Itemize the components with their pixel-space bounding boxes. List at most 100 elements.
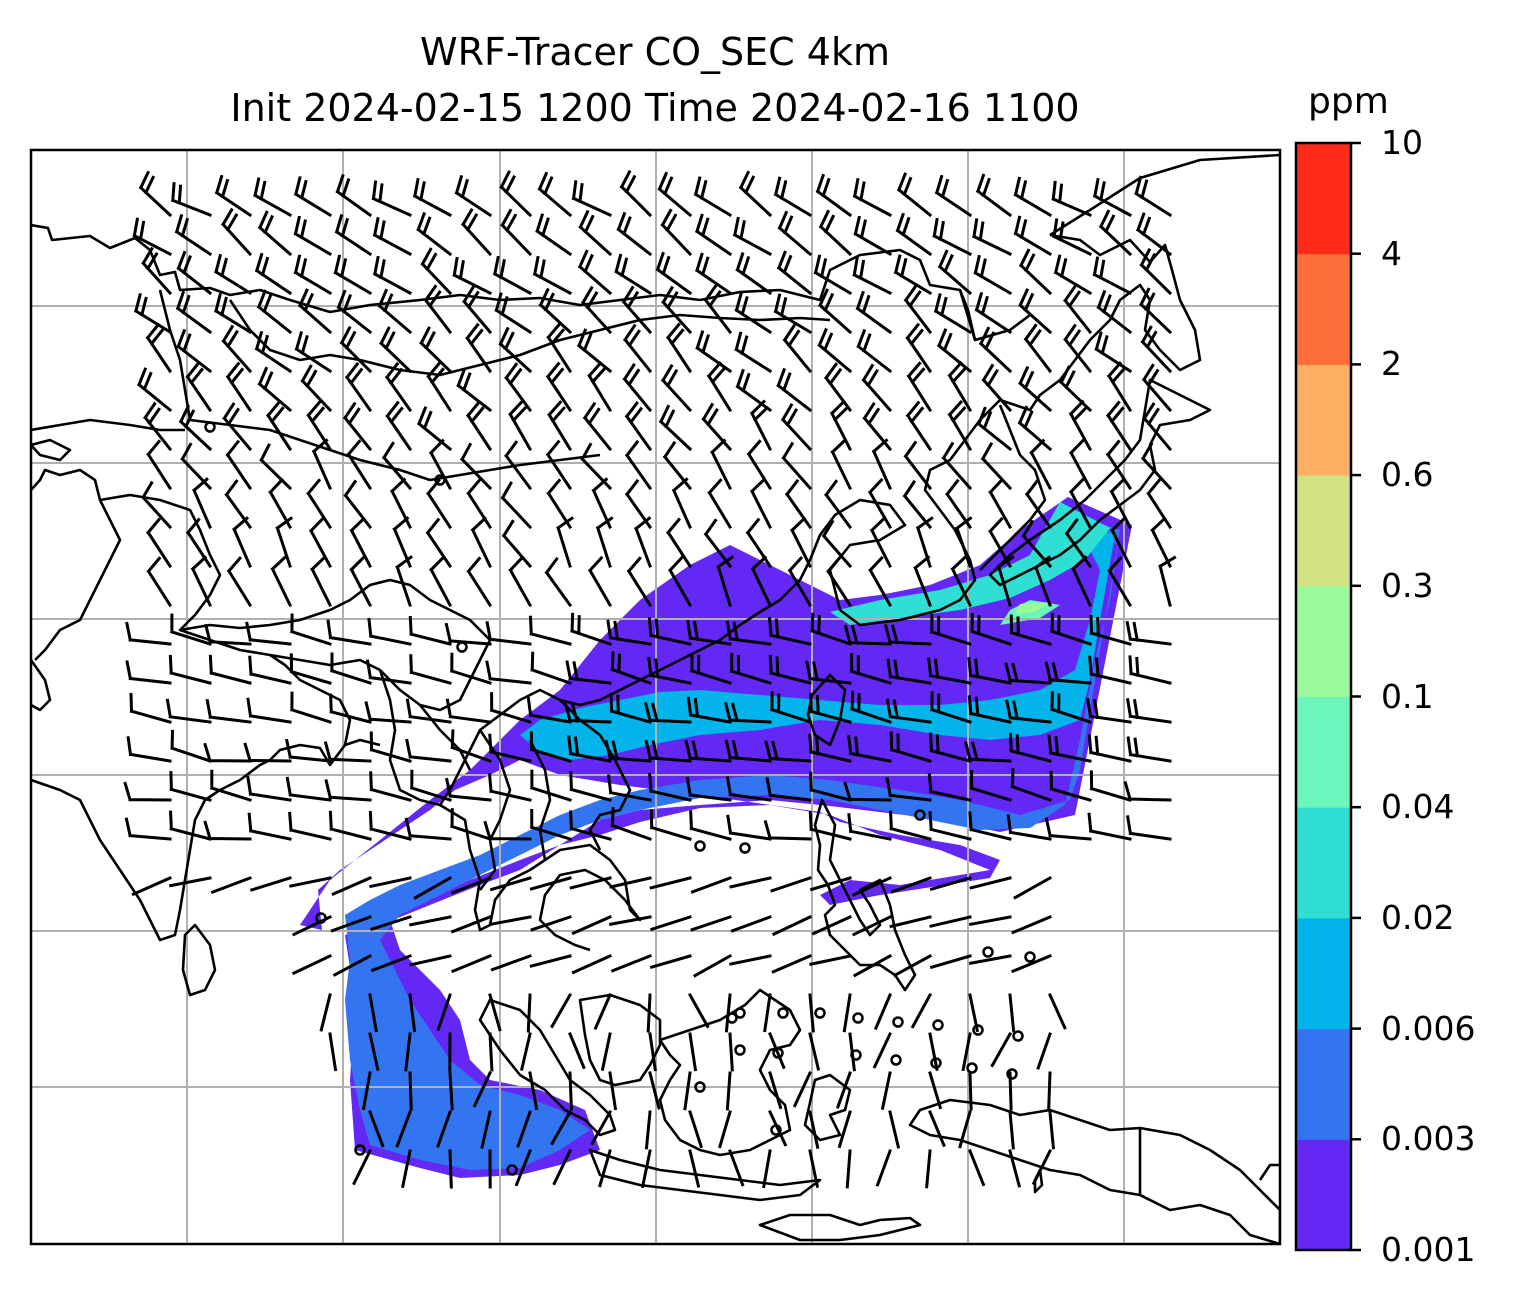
wind-barb xyxy=(686,696,732,724)
wind-barb xyxy=(644,1110,652,1150)
wind-barb xyxy=(246,697,292,724)
wind-barb xyxy=(725,776,772,802)
wind-barb xyxy=(220,207,253,257)
colorbar-tick-label: 2 xyxy=(1381,344,1402,384)
wind-barb xyxy=(695,330,733,374)
wind-barb xyxy=(169,810,212,841)
wind-barb xyxy=(824,362,853,413)
wind-barb xyxy=(131,876,172,897)
wind-barb xyxy=(829,399,853,452)
wind-barb xyxy=(569,810,612,841)
wind-barb xyxy=(249,876,292,892)
colorbar xyxy=(1294,141,1361,1252)
wind-barb xyxy=(789,516,813,569)
wind-barb xyxy=(550,1109,573,1146)
wind-barb xyxy=(138,170,173,218)
wind-barb xyxy=(852,256,893,296)
colorbar-swatch xyxy=(1296,807,1351,919)
wind-barb xyxy=(451,954,492,974)
wind-barb xyxy=(1005,699,1052,724)
wind-barb xyxy=(773,293,813,335)
calm-wind-marker xyxy=(734,1007,746,1019)
wind-barb xyxy=(666,517,693,569)
wind-barb xyxy=(787,555,813,608)
wind-barb xyxy=(1047,1071,1052,1111)
wind-barb xyxy=(330,652,372,685)
wind-barb xyxy=(771,915,812,937)
wind-barb xyxy=(600,1032,612,1071)
coastline xyxy=(31,418,185,432)
wind-barb xyxy=(140,480,173,530)
wind-barb xyxy=(746,439,773,491)
wind-barb xyxy=(610,807,652,841)
wind-barb xyxy=(146,556,173,608)
wind-barb xyxy=(622,363,653,413)
wind-barb xyxy=(649,809,692,841)
wind-barb xyxy=(1135,212,1173,257)
wind-barb xyxy=(1125,620,1172,646)
wind-barb xyxy=(974,291,1013,335)
wind-barb xyxy=(813,254,853,296)
wind-barb xyxy=(247,812,292,841)
wind-barb xyxy=(738,170,773,218)
calm-wind-marker xyxy=(456,641,468,653)
wind-barb xyxy=(379,326,413,374)
wind-barb xyxy=(817,327,853,374)
wind-barb xyxy=(614,253,653,296)
wind-barb xyxy=(306,400,333,452)
calm-wind-marker xyxy=(932,1019,944,1031)
wind-barb xyxy=(767,616,812,646)
wind-barb xyxy=(408,615,452,646)
wind-barb xyxy=(724,739,772,763)
wind-barb xyxy=(426,361,453,413)
wind-barb xyxy=(1006,814,1052,841)
wind-barb xyxy=(174,213,213,257)
wind-barb xyxy=(556,516,574,568)
wind-barb xyxy=(657,171,693,218)
wind-barb xyxy=(893,254,933,296)
wind-barb xyxy=(470,516,493,569)
wind-barb xyxy=(290,691,332,724)
map-plot-area xyxy=(31,150,1280,1244)
border xyxy=(31,659,52,712)
wind-barb xyxy=(408,993,417,1033)
wind-barb xyxy=(969,770,1012,802)
wind-barb xyxy=(372,255,413,296)
border xyxy=(418,704,472,771)
wind-barb xyxy=(500,208,533,257)
wind-barb xyxy=(256,289,293,335)
wind-barb xyxy=(452,256,493,296)
wind-barb xyxy=(856,328,893,374)
wind-barb xyxy=(285,738,332,763)
wind-barb xyxy=(530,915,572,932)
wind-barb xyxy=(928,1071,943,1110)
wind-barb xyxy=(1008,1110,1015,1150)
wind-barb xyxy=(648,1032,657,1072)
wind-barb xyxy=(684,739,732,763)
wind-barb xyxy=(324,779,372,802)
wind-barb xyxy=(571,180,612,217)
wind-barb xyxy=(1063,284,1093,335)
map-title-line-2: Init 2024-02-15 1200 Time 2024-02-16 110… xyxy=(230,86,1080,130)
wind-barb xyxy=(257,210,293,257)
wind-barb xyxy=(190,555,212,607)
wind-barb xyxy=(1134,175,1173,218)
colorbar-swatch xyxy=(1296,253,1351,365)
wind-barb xyxy=(285,776,332,802)
wind-barb xyxy=(126,736,172,763)
wind-barb xyxy=(514,1149,532,1187)
wind-barb xyxy=(248,655,292,685)
wind-barb xyxy=(768,1032,786,1070)
wind-barb xyxy=(369,876,412,889)
wind-barb xyxy=(784,478,813,530)
wind-barb xyxy=(1105,439,1133,491)
wind-barb xyxy=(808,1110,820,1149)
wind-barb xyxy=(371,180,412,217)
wind-barb xyxy=(409,769,452,802)
wind-barb xyxy=(333,254,373,296)
wind-barbs-layer xyxy=(123,169,1177,1189)
wind-barb xyxy=(809,954,852,966)
wind-barb xyxy=(492,255,533,296)
wind-barb xyxy=(604,739,652,763)
wind-barb xyxy=(170,613,212,646)
